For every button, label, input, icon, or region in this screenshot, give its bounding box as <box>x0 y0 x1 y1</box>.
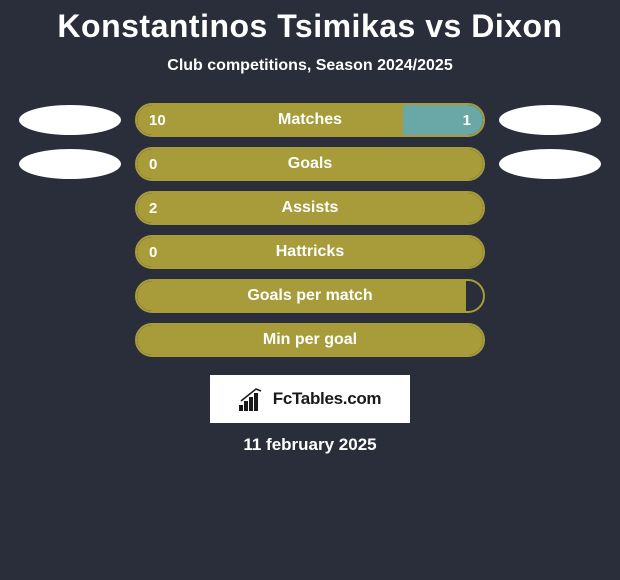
stat-row: Min per goal <box>0 323 620 357</box>
page-title: Konstantinos Tsimikas vs Dixon <box>0 8 620 45</box>
stat-label: Goals per match <box>137 287 483 305</box>
page-subtitle: Club competitions, Season 2024/2025 <box>0 57 620 75</box>
right-ellipse <box>499 149 601 179</box>
left-ellipse <box>19 149 121 179</box>
stat-label: Goals <box>137 155 483 173</box>
stat-label: Assists <box>137 199 483 217</box>
stat-row: 101Matches <box>0 103 620 137</box>
stat-bar: 0Goals <box>135 147 485 181</box>
stat-bar: 101Matches <box>135 103 485 137</box>
stat-rows: 101Matches 0Goals 2Assists 0Hattricks Goals … <box>0 103 620 357</box>
fctables-icon <box>239 387 267 411</box>
left-ellipse <box>19 105 121 135</box>
stat-row: Goals per match <box>0 279 620 313</box>
stat-bar: Goals per match <box>135 279 485 313</box>
stat-row: 0Goals <box>0 147 620 181</box>
stat-bar: Min per goal <box>135 323 485 357</box>
right-ellipse <box>499 105 601 135</box>
logo-text: FcTables.com <box>273 389 382 409</box>
logo-box: FcTables.com <box>210 375 410 423</box>
stat-bar: 2Assists <box>135 191 485 225</box>
stat-label: Hattricks <box>137 243 483 261</box>
stat-row: 0Hattricks <box>0 235 620 269</box>
stat-bar: 0Hattricks <box>135 235 485 269</box>
date-text: 11 february 2025 <box>0 435 620 455</box>
stat-label: Min per goal <box>137 331 483 349</box>
stat-row: 2Assists <box>0 191 620 225</box>
comparison-infographic: Konstantinos Tsimikas vs Dixon Club comp… <box>0 0 620 455</box>
stat-label: Matches <box>137 111 483 129</box>
